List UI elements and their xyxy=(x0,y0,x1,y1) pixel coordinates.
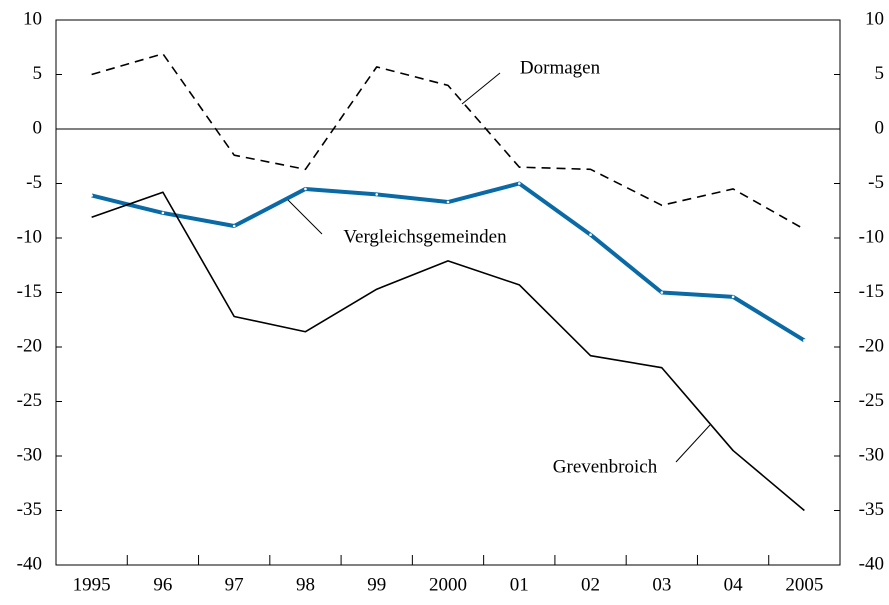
point xyxy=(375,193,379,196)
y2-tick-label: 5 xyxy=(875,63,885,84)
point xyxy=(731,295,735,299)
point xyxy=(446,200,450,204)
x-tick-label: 04 xyxy=(724,574,744,595)
y-tick-label: -10 xyxy=(17,226,42,247)
y2-tick-label: -20 xyxy=(859,335,884,356)
y2-tick-label: 0 xyxy=(875,117,885,138)
x-tick-label: 98 xyxy=(296,574,315,595)
y-tick-label: 0 xyxy=(33,117,43,138)
y-tick-label: -40 xyxy=(17,553,42,574)
leader-line xyxy=(287,199,323,235)
y-tick-label: -5 xyxy=(26,172,42,193)
y-tick-label: 10 xyxy=(23,8,42,29)
point xyxy=(589,233,592,237)
x-tick-label: 01 xyxy=(510,574,529,595)
y-tick-label: -30 xyxy=(17,444,42,465)
x-tick-label: 99 xyxy=(367,574,386,595)
series-line xyxy=(91,52,805,230)
series-label: Grevenbroich xyxy=(553,456,658,477)
series-label: Vergleichsgemeinden xyxy=(343,226,507,247)
x-tick-label: 1995 xyxy=(73,574,111,595)
y2-tick-label: -25 xyxy=(859,390,884,411)
y2-tick-label: -35 xyxy=(859,499,884,520)
series-label: Dormagen xyxy=(520,57,601,78)
x-tick-label: 97 xyxy=(225,574,244,595)
leader-line xyxy=(675,424,711,463)
series-line xyxy=(91,191,805,512)
x-tick-label: 2005 xyxy=(785,574,823,595)
point xyxy=(232,224,236,228)
y2-tick-label: -15 xyxy=(859,281,884,302)
x-tick-label: 2000 xyxy=(429,574,467,595)
x-tick-label: 03 xyxy=(652,574,671,595)
y2-tick-label: -5 xyxy=(868,172,884,193)
point xyxy=(517,182,521,185)
leader-line xyxy=(461,72,501,105)
point xyxy=(90,194,93,197)
y-tick-label: -20 xyxy=(17,335,42,356)
y2-tick-label: -40 xyxy=(859,553,884,574)
y2-tick-label: -10 xyxy=(859,226,884,247)
y2-tick-label: 10 xyxy=(865,8,884,29)
series-line xyxy=(91,181,806,343)
y2-tick-label: -30 xyxy=(859,444,884,465)
point xyxy=(304,187,307,191)
plot-frame xyxy=(55,19,841,566)
y-tick-label: -25 xyxy=(17,390,42,411)
x-tick-label: 02 xyxy=(581,574,600,595)
y-tick-label: -15 xyxy=(17,281,42,302)
y-tick-label: -35 xyxy=(17,499,42,520)
x-tick-label: 96 xyxy=(153,574,172,595)
point xyxy=(161,211,165,215)
point xyxy=(803,339,806,342)
y-tick-label: 5 xyxy=(33,63,43,84)
point xyxy=(660,291,664,294)
